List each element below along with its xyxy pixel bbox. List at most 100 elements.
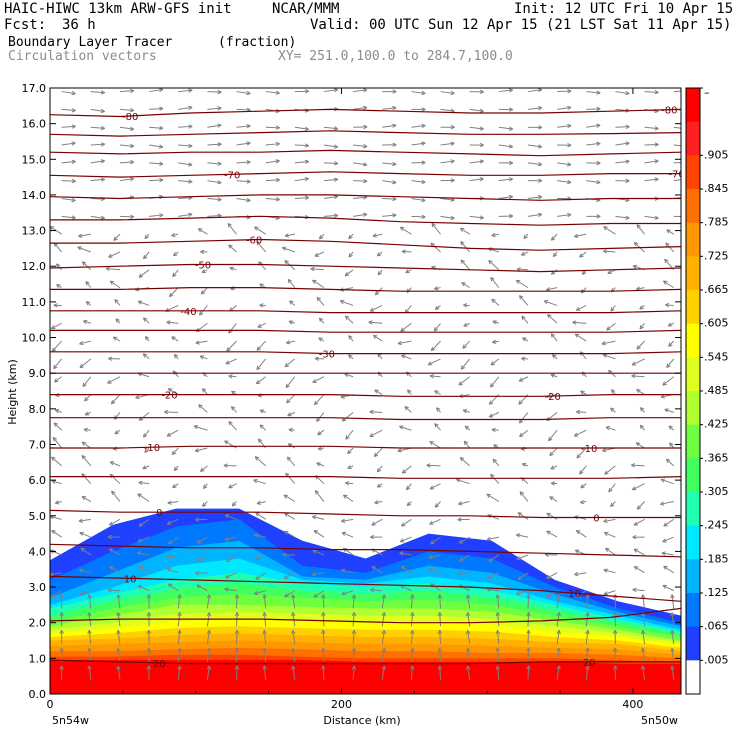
vector-75 — [321, 612, 326, 627]
vector-129 — [603, 590, 616, 596]
vector-292 — [224, 440, 237, 449]
vector-653 — [498, 160, 514, 166]
vector-588 — [527, 212, 543, 218]
vector-329 — [668, 425, 675, 431]
vector-591 — [615, 215, 630, 220]
vector-664 — [178, 143, 193, 149]
vector-739 — [440, 90, 455, 96]
vector-176 — [51, 529, 62, 538]
vector-609 — [498, 194, 513, 200]
vector-646 — [294, 159, 310, 165]
vector-444 — [166, 320, 179, 325]
vector-744 — [586, 90, 601, 95]
vector-55 — [381, 629, 387, 645]
vector-465 — [137, 300, 150, 306]
vector-585 — [440, 215, 455, 221]
vector-645 — [265, 159, 280, 164]
vector-32 — [351, 647, 357, 662]
vector-8 — [291, 665, 296, 680]
vector-531 — [143, 251, 150, 260]
vector-189 — [430, 536, 441, 545]
vector-616 — [61, 178, 76, 184]
colorbar-label: .305 — [704, 485, 729, 498]
colorbar-swatch — [686, 256, 700, 291]
vector-254 — [405, 483, 412, 491]
vector-557 — [254, 226, 266, 235]
vector-170 — [516, 554, 529, 561]
contour-line-7 — [50, 263, 681, 273]
vector-569 — [603, 226, 616, 235]
vector-259 — [550, 481, 558, 486]
vector-583 — [382, 213, 397, 218]
vector-267 — [142, 465, 150, 470]
vector-484 — [56, 284, 62, 289]
vector-87 — [670, 612, 675, 627]
contour-label: 20 — [583, 658, 596, 669]
contour-label: 0 — [156, 508, 162, 519]
colorbar-label: .425 — [704, 418, 729, 431]
vector-161 — [254, 554, 266, 561]
vector-153 — [663, 565, 674, 574]
vector-730 — [178, 88, 193, 93]
vector-116 — [224, 587, 237, 592]
vector-159 — [196, 554, 208, 562]
vector-551 — [78, 233, 91, 238]
vector-52 — [291, 629, 296, 645]
vector-321 — [434, 423, 441, 431]
vector-326 — [573, 429, 587, 437]
y-tick-label: 13.0 — [22, 225, 47, 238]
vector-381 — [255, 376, 266, 385]
colorbar-swatch — [686, 290, 700, 325]
vector-26 — [177, 647, 182, 662]
colorbar-swatch — [686, 88, 700, 123]
vector-303 — [549, 447, 558, 457]
vector-648 — [353, 162, 368, 167]
vector-17 — [556, 665, 561, 680]
vector-89 — [87, 594, 92, 609]
vector-506 — [55, 263, 63, 271]
vector-270 — [223, 463, 237, 468]
vector-743 — [557, 88, 572, 94]
vector-670 — [353, 144, 368, 149]
vector-327 — [605, 426, 616, 431]
vector-599 — [207, 197, 222, 202]
vector-118 — [284, 590, 296, 598]
vector-509 — [138, 269, 150, 278]
vector-424 — [226, 340, 237, 352]
vector-525 — [607, 269, 616, 274]
vector-610 — [527, 195, 543, 200]
contour-label: -70 — [668, 170, 684, 181]
vector-179 — [137, 536, 150, 543]
vector-600 — [236, 197, 251, 203]
vector-501 — [545, 287, 558, 292]
vector-119 — [313, 590, 325, 598]
vector-482 — [639, 305, 645, 310]
vector-704 — [61, 108, 76, 113]
vector-29 — [262, 647, 267, 662]
vector-547 — [602, 249, 616, 254]
vector-66 — [59, 612, 64, 627]
vector-623 — [265, 177, 280, 183]
vector-250 — [285, 472, 296, 485]
vector-689 — [265, 125, 280, 130]
vector-46 — [116, 629, 121, 645]
vector-403 — [256, 358, 267, 371]
vector-485 — [85, 281, 92, 288]
vector-434 — [522, 337, 529, 342]
vector-50 — [234, 629, 240, 645]
contour-line-4 — [50, 194, 681, 201]
colorbar-label: .665 — [704, 283, 729, 296]
vector-277 — [426, 463, 441, 468]
vector-100 — [410, 594, 415, 609]
vector-162 — [282, 552, 295, 557]
vector-626 — [353, 178, 368, 184]
vector-727 — [90, 90, 106, 95]
vector-273 — [316, 462, 325, 467]
vector-136 — [166, 567, 179, 574]
vector-83 — [556, 612, 561, 627]
vector-594 — [61, 197, 76, 203]
vector-146 — [457, 571, 470, 576]
vector-405 — [314, 356, 324, 361]
vector-324 — [519, 429, 529, 438]
vector-538 — [348, 251, 354, 258]
